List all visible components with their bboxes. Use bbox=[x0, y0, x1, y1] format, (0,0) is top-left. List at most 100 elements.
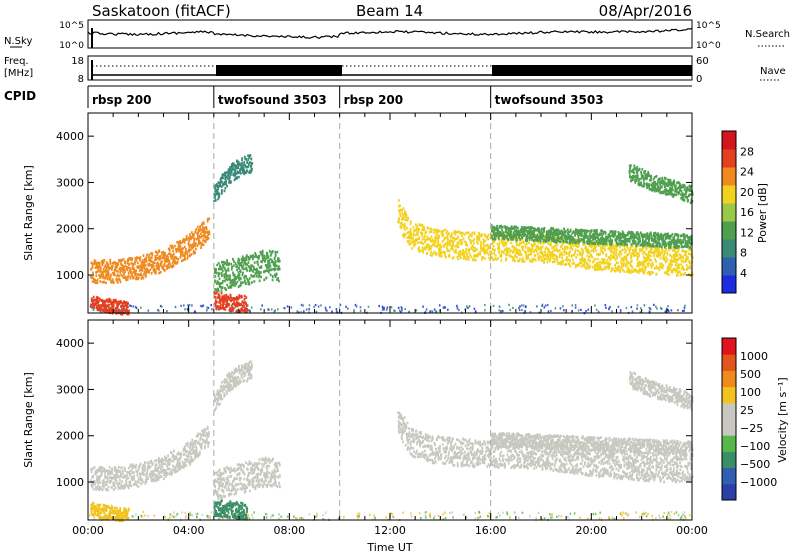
noise-cell bbox=[324, 511, 327, 514]
y-tick-label: 4000 bbox=[56, 130, 84, 143]
noise-cell bbox=[132, 515, 135, 518]
power-y-axis: 1000 2000 3000 4000 bbox=[56, 130, 692, 282]
colorbar-cell bbox=[722, 451, 736, 469]
noise-cell bbox=[431, 310, 434, 313]
noise-cell bbox=[429, 309, 432, 313]
cpid-program-label: rbsp 200 bbox=[92, 93, 151, 107]
noise-cell bbox=[677, 309, 679, 312]
velocity-scatter bbox=[90, 360, 694, 523]
noise-cell bbox=[529, 515, 531, 518]
noise-cell bbox=[484, 309, 486, 312]
noise-cell bbox=[683, 511, 686, 514]
colorbar-tick-label: −25 bbox=[740, 422, 763, 435]
noise-cell bbox=[524, 310, 527, 314]
noise-cell bbox=[594, 512, 597, 516]
noise-cell bbox=[308, 513, 311, 516]
noise-cell bbox=[598, 517, 601, 520]
noise-cell bbox=[536, 305, 538, 308]
power-x-axis bbox=[87, 113, 693, 313]
x-tick-label: 08:00 bbox=[273, 524, 305, 537]
noise-cell bbox=[247, 514, 249, 517]
scatter-band bbox=[213, 154, 254, 203]
noise-cell bbox=[300, 516, 303, 520]
noise-cell bbox=[477, 517, 479, 520]
noise-cell bbox=[655, 305, 657, 308]
noise-cell bbox=[401, 307, 403, 310]
noise-cell bbox=[669, 514, 671, 517]
noise-cell bbox=[302, 517, 305, 520]
noise-cell bbox=[210, 304, 212, 307]
noise-cell bbox=[688, 514, 691, 517]
noise-cell bbox=[587, 517, 589, 520]
noise-cell bbox=[659, 306, 662, 310]
noise-cell bbox=[184, 308, 186, 311]
noise-cell bbox=[188, 303, 191, 307]
noise-cell bbox=[594, 304, 596, 307]
noise-cell bbox=[667, 305, 669, 308]
noise-cell bbox=[194, 310, 196, 313]
noise-cell bbox=[183, 304, 185, 307]
noise-cell bbox=[641, 513, 644, 516]
y-tick-label: 1000 bbox=[56, 476, 84, 489]
noise-cell bbox=[201, 305, 203, 308]
noise-cell bbox=[277, 308, 279, 311]
noise-cell bbox=[303, 310, 305, 313]
noise-cell bbox=[547, 310, 550, 313]
noise-cell bbox=[390, 306, 393, 309]
x-tick-label: 12:00 bbox=[374, 524, 406, 537]
colorbar-cell bbox=[722, 239, 736, 258]
nsearch-tick-top: 10^5 bbox=[696, 21, 721, 31]
noise-cell bbox=[218, 517, 220, 521]
noise-cell bbox=[648, 310, 651, 313]
station-title: Saskatoon (fitACF) bbox=[92, 2, 231, 20]
noise-cell bbox=[314, 304, 317, 307]
noise-cell bbox=[451, 511, 453, 514]
noise-cell bbox=[425, 516, 427, 519]
noise-cell bbox=[381, 308, 384, 311]
noise-cell bbox=[191, 514, 194, 517]
noise-cell bbox=[130, 305, 133, 308]
noise-cell bbox=[159, 304, 162, 308]
noise-cell bbox=[335, 310, 338, 313]
noise-cell bbox=[673, 512, 675, 515]
noise-cell bbox=[240, 310, 242, 313]
noise-cell bbox=[665, 310, 668, 314]
power-guides bbox=[213, 113, 492, 313]
nave-block bbox=[216, 65, 342, 76]
noise-cell bbox=[433, 308, 436, 311]
noise-cell bbox=[551, 514, 553, 517]
noise-cell bbox=[543, 517, 546, 520]
noise-cell bbox=[643, 304, 646, 307]
noise-cell bbox=[300, 311, 302, 314]
noise-cell bbox=[677, 514, 680, 517]
noise-cell bbox=[209, 516, 211, 520]
noise-cell bbox=[663, 512, 666, 515]
noise-cell bbox=[253, 511, 255, 514]
noise-cell bbox=[186, 307, 189, 311]
scatter-band bbox=[490, 432, 694, 457]
noise-cell bbox=[518, 516, 520, 519]
noise-cell bbox=[433, 517, 435, 520]
noise-cell bbox=[314, 515, 317, 518]
nsky-trace bbox=[87, 27, 693, 39]
colorbar-frame bbox=[721, 130, 737, 294]
noise-cell bbox=[359, 309, 362, 312]
noise-cell bbox=[266, 513, 268, 516]
noise-cell bbox=[651, 515, 654, 518]
colorbar-cell bbox=[722, 386, 736, 404]
noise-cell bbox=[92, 308, 95, 311]
noise-cell bbox=[354, 303, 357, 307]
noise-cell bbox=[535, 516, 537, 519]
noise-cell bbox=[422, 305, 424, 308]
noise-cell bbox=[270, 308, 273, 311]
noise-cell bbox=[608, 517, 611, 520]
noise-cell bbox=[492, 304, 495, 307]
noise-cell bbox=[622, 511, 624, 514]
noise-cell bbox=[208, 515, 211, 518]
noise-cell bbox=[498, 305, 501, 308]
noise-cell bbox=[378, 304, 380, 308]
noise-cell bbox=[645, 512, 647, 515]
noise-cell bbox=[613, 517, 616, 520]
noise-cell bbox=[214, 511, 216, 514]
y-tick-label: 3000 bbox=[56, 383, 84, 396]
